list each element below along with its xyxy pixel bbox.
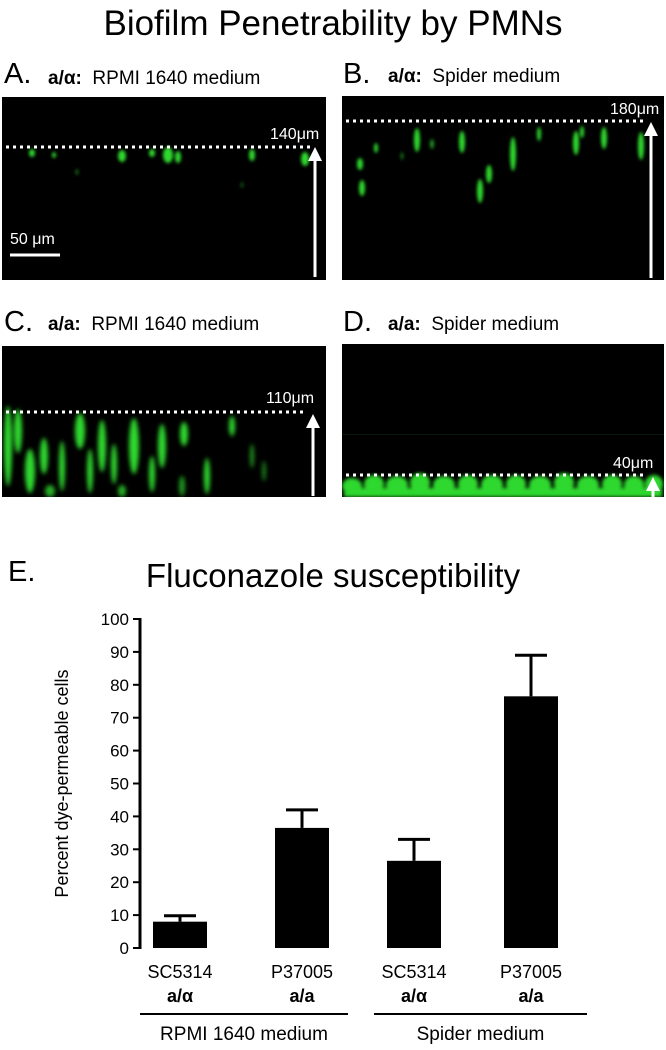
panel-b-strain: a/α: — [388, 66, 422, 87]
chart-title: Fluconazole susceptibility — [145, 557, 521, 594]
y-tick-label: 30 — [110, 840, 129, 859]
panel-b-micrograph — [346, 119, 658, 278]
bar — [275, 827, 329, 948]
category-strain-label: SC5314 — [147, 962, 212, 982]
figure-title: Biofilm Penetrability by PMNs — [103, 4, 563, 43]
panel-a-image: 140μm 50 μm — [2, 97, 326, 280]
y-tick-label: 70 — [110, 709, 129, 728]
category-mating-label: a/α — [167, 986, 193, 1006]
panel-a-scale-label: 50 μm — [10, 231, 55, 248]
panel-b-medium: Spider medium — [432, 66, 561, 87]
panel-b-image: 180μm — [342, 96, 664, 280]
y-tick-label: 50 — [110, 775, 129, 794]
panel-a-micrograph — [6, 145, 322, 277]
y-tick-label: 0 — [120, 939, 129, 958]
panel-a-strain: a/α: — [48, 68, 82, 89]
panel-c-depth-label: 110μm — [266, 390, 315, 407]
category-mating-label: a/α — [401, 986, 427, 1006]
y-tick-label: 40 — [110, 807, 129, 826]
panel-d-depth-label: 40μm — [613, 455, 654, 472]
y-tick-label: 90 — [110, 643, 129, 662]
y-tick-label: 10 — [110, 906, 129, 925]
panel-a-depth-label: 140μm — [270, 126, 320, 143]
group-label: RPMI 1640 medium — [160, 1024, 328, 1045]
panel-a-letter: A. — [4, 58, 32, 90]
panel-e-letter: E. — [8, 556, 36, 588]
panel-d-caption: a/a: Spider medium — [388, 314, 559, 336]
panel-b-depth-label: 180μm — [610, 101, 660, 118]
panel-a-medium: RPMI 1640 medium — [92, 68, 261, 89]
group-label: Spider medium — [417, 1024, 545, 1045]
panel-d-micrograph — [342, 434, 664, 497]
category-mating-label: a/a — [289, 986, 315, 1006]
y-axis-label: Percent dye-permeable cells — [52, 669, 72, 897]
y-tick-label: 100 — [101, 610, 129, 629]
panel-c-medium: RPMI 1640 medium — [91, 314, 260, 335]
panel-d-medium: Spider medium — [431, 314, 560, 335]
category-strain-label: P37005 — [271, 962, 333, 982]
y-tick-label: 80 — [110, 676, 129, 695]
bar — [387, 860, 441, 948]
panel-c-strain: a/a: — [48, 314, 81, 335]
panel-c-letter: C. — [4, 306, 33, 338]
category-strain-label: SC5314 — [381, 962, 446, 982]
panel-c-micrograph — [4, 406, 320, 497]
y-tick-label: 60 — [110, 742, 129, 761]
panel-b-caption: a/α: Spider medium — [388, 66, 560, 88]
panel-c-caption: a/a: RPMI 1640 medium — [48, 314, 259, 336]
panel-d-image: 40μm — [342, 344, 664, 497]
panel-d-strain: a/a: — [388, 314, 421, 335]
category-strain-label: P37005 — [500, 962, 562, 982]
y-tick-label: 20 — [110, 873, 129, 892]
bar — [504, 696, 558, 948]
panel-a-caption: a/α: RPMI 1640 medium — [48, 68, 260, 90]
panel-d-letter: D. — [343, 306, 372, 338]
panel-b-letter: B. — [343, 58, 371, 90]
panel-c-image: 110μm — [2, 346, 326, 497]
bar — [153, 921, 207, 948]
category-mating-label: a/a — [518, 986, 544, 1006]
